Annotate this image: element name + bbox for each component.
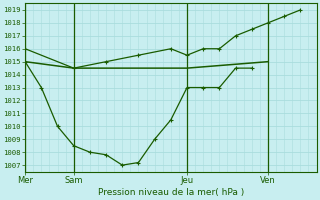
X-axis label: Pression niveau de la mer( hPa ): Pression niveau de la mer( hPa ) xyxy=(98,188,244,197)
